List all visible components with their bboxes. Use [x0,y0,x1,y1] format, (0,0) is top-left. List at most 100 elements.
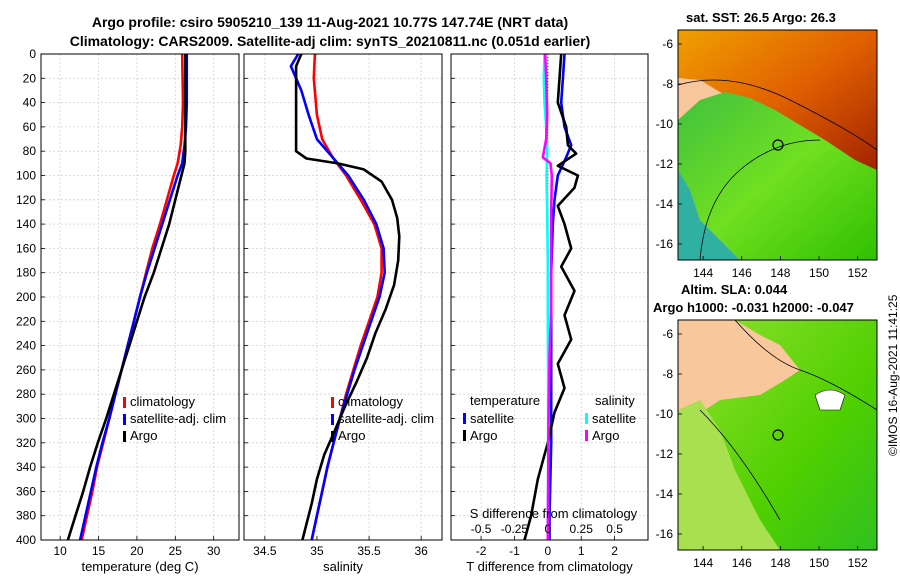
legend-label: Argo [592,428,619,443]
y-tick-label: 20 [23,71,37,85]
map-lat-label: -8 [662,77,673,91]
map-lon-label: 152 [848,556,868,570]
x-axis-label: T difference from climatology [466,559,633,574]
legend-swatch [331,431,334,442]
y-tick-label: 320 [16,436,36,450]
secondary-tick-label: 0.5 [606,522,623,536]
secondary-tick-label: 0 [544,522,551,536]
x-tick-label: 36 [414,544,428,558]
y-tick-label: 100 [16,169,36,183]
map-lat-label: -10 [656,117,674,131]
y-tick-label: 280 [16,387,36,401]
map-lon-label: 148 [770,266,790,280]
map-lat-label: -14 [656,197,674,211]
y-tick-label: 80 [23,144,37,158]
x-tick-label: 2 [611,544,618,558]
x-tick-label: 1 [578,544,585,558]
series-line-salinity-argo [541,53,554,541]
x-tick-label: -2 [476,544,487,558]
y-tick-label: 60 [23,120,37,134]
legend-title-temperature: temperature [470,393,540,408]
legend-swatch [585,430,588,441]
x-tick-label: 20 [130,544,144,558]
panel-salinity: 34.5 35 35.5 36 salinity climatology satellite… [243,53,443,574]
legend-swatch [463,413,466,424]
plot-frame [243,53,443,541]
y-tick-label: 400 [16,533,36,547]
legend-swatch [331,397,334,408]
x-tick-label: 25 [169,544,183,558]
figure-title-line1: Argo profile: csiro 5905210_139 11-Aug-2… [91,14,569,30]
legend-label: climatology [130,394,196,409]
sst-map-warm-sea [678,30,877,175]
y-tick-label: 200 [16,290,36,304]
y-tick-label: 220 [16,314,36,328]
map-lat-label: -12 [656,447,674,461]
y-tick-label: 160 [16,241,36,255]
x-axis-label: temperature (deg C) [81,559,198,574]
y-tick-label: 380 [16,509,36,523]
legend-label: satellite-adj. clim [338,411,434,426]
x-tick-label: 30 [207,544,221,558]
legend-label: satellite-adj. clim [130,411,226,426]
legend-label: Argo [338,428,365,443]
legend-swatch [331,414,334,425]
y-tick-label: 260 [16,363,36,377]
sst-map-title: sat. SST: 26.5 Argo: 26.3 [686,10,836,25]
legend-title-salinity: salinity [595,393,635,408]
legend-swatch [585,413,588,424]
y-tick-label: 120 [16,193,36,207]
y-tick-label: 40 [23,96,37,110]
legend-label: Argo [470,428,497,443]
sst-map: 144 146 148 150 152 -6 -8 -10 -12 -14 -16 [656,29,878,280]
legend-label: Argo [130,428,157,443]
secondary-tick-label: 0.25 [570,522,594,536]
map-lat-label: -16 [656,527,674,541]
series-line-satellite-adj-clim [78,54,189,541]
sst-map-argo-marker [772,139,784,151]
sla-map-axis-ticks: 144 146 148 150 152 -6 -8 -10 -12 -14 -16 [656,327,868,570]
legend-label: climatology [338,394,404,409]
map-lat-label: -12 [656,157,674,171]
y-tick-label: 340 [16,460,36,474]
legend-swatch [123,414,126,425]
x-tick-label: 35 [310,544,324,558]
map-lon-label: 144 [693,556,713,570]
x-tick-label: 0 [544,544,551,558]
x-tick-label: -1 [509,544,520,558]
map-lat-label: -8 [662,367,673,381]
map-lat-label: -6 [662,327,673,341]
series-line-temperature-argo [523,53,580,541]
sst-map-axis-ticks: 144 146 148 150 152 -6 -8 -10 -12 -14 -16 [656,37,868,280]
map-lon-label: 152 [848,266,868,280]
panel-difference: -2 -1 0 1 2T difference from climatology temp… [450,53,649,574]
map-lon-label: 150 [809,266,829,280]
sla-map-argo-marker [772,429,784,441]
map-lon-label: 148 [770,556,790,570]
series-line-satellite-adj-clim [289,53,387,541]
plot-frame [40,53,240,541]
series-line-argo [66,54,187,541]
legend-swatch [123,431,126,442]
map-lat-label: -16 [656,237,674,251]
secondary-tick-label: -0.5 [471,522,492,536]
secondary-tick-label: -0.25 [501,522,529,536]
legend-label: satellite [592,411,636,426]
map-lat-label: -14 [656,487,674,501]
sla-map-title-line1: Altim. SLA: 0.044 [681,282,788,297]
secondary-axis-label: S difference from climatology [470,506,638,521]
x-tick-label: 10 [54,544,68,558]
map-lon-label: 146 [732,266,752,280]
series-line-argo [294,53,401,541]
figure-title-line2: Climatology: CARS2009. Satellite-adj cli… [69,33,591,49]
legend-label: satellite [470,411,514,426]
map-lon-label: 144 [693,266,713,280]
y-tick-label: 300 [16,412,36,426]
plot-frame [450,53,649,541]
sla-map: 144 146 148 150 152 -6 -8 -10 -12 -14 -16 [656,319,878,570]
map-lat-label: -10 [656,407,674,421]
map-lon-label: 150 [809,556,829,570]
legend-swatch [123,397,126,408]
sst-map-green-sea [678,92,877,260]
panel-temperature: 0 20 40 60 80 100 120 140 160 180 200 220 240 260 280 3… [16,47,240,574]
